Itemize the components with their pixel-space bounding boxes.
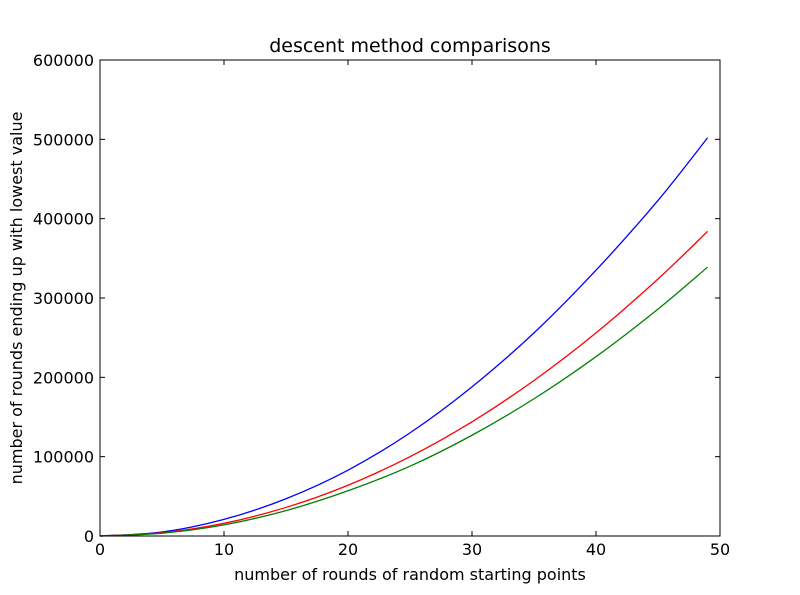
x-tick-label: 40 [586,540,606,559]
x-tick-label: 50 [710,540,730,559]
plot-frame [99,59,721,537]
y-tick-label: 0 [84,527,94,546]
y-tick-label: 500000 [33,130,94,149]
x-tick-label: 10 [214,540,234,559]
ticks-layer: 0 10 20 30 40 50 0 100000 200000 300000 400000 5000… [33,51,730,559]
y-tick-label: 400000 [33,210,94,229]
x-tick-label: 0 [95,540,105,559]
chart-title: descent method comparisons [269,35,551,57]
series-line-3 [99,266,709,537]
series-line-2 [99,230,709,537]
y-axis-label: number of rounds ending up with lowest v… [7,112,26,485]
series-layer [99,137,709,537]
y-tick-label: 200000 [33,368,94,387]
y-tick-label: 600000 [33,51,94,70]
x-axis-label: number of rounds of random starting poin… [234,565,586,584]
y-tick-label: 300000 [33,289,94,308]
x-tick-label: 30 [462,540,482,559]
y-tick-label: 100000 [33,448,94,467]
series-line-1 [99,137,709,537]
x-tick-label: 20 [338,540,358,559]
